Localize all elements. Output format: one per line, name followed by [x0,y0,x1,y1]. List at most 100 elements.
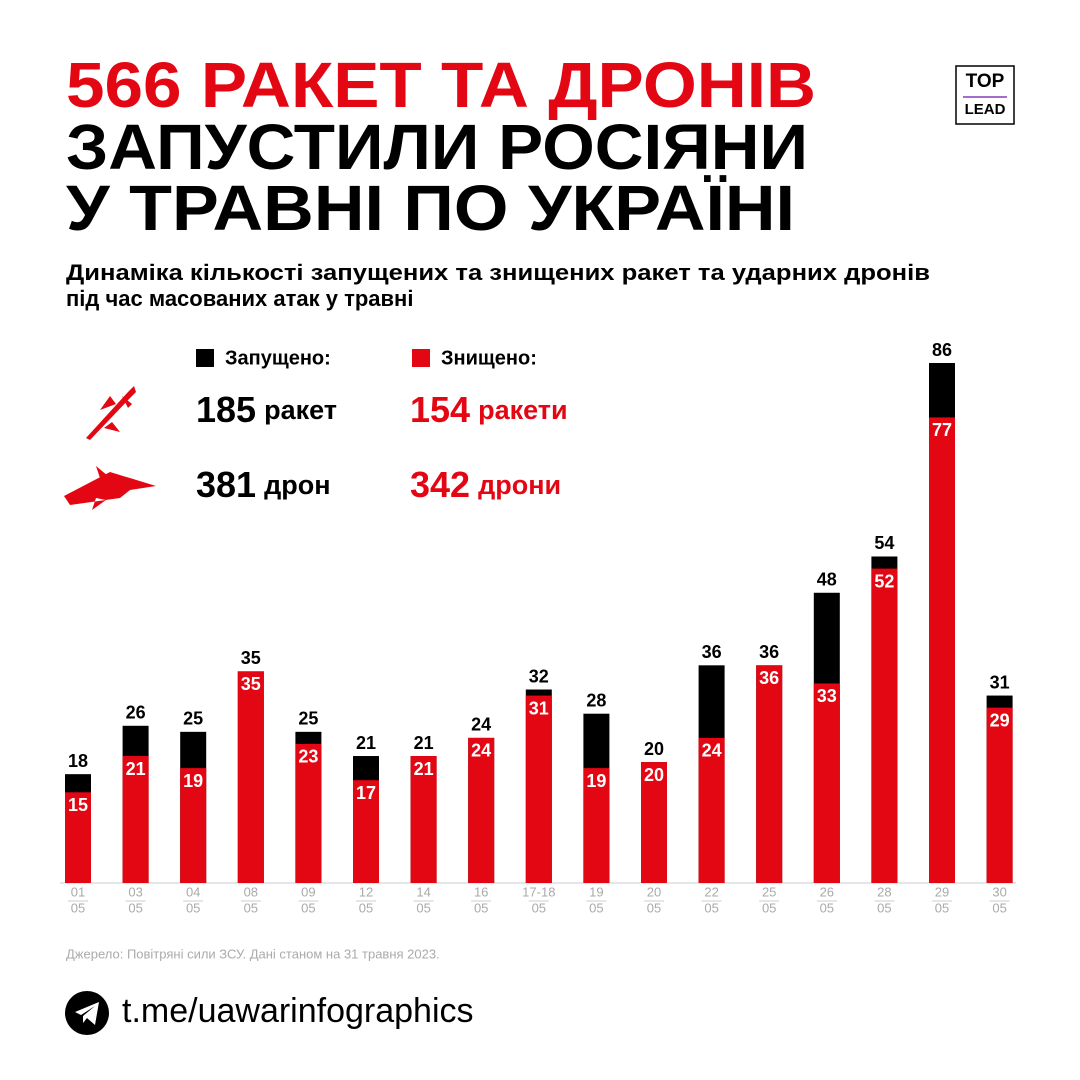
value-label: 86 [932,340,952,360]
value-label: 31 [529,698,549,718]
value-label: 28 [586,690,606,710]
x-tick-label: 05 [416,900,430,915]
bar [237,671,264,883]
bar [65,792,91,883]
legend-swatch [196,349,214,367]
value-label: 20 [644,739,664,759]
legend-label: Запущено: [225,347,331,369]
telegram-icon [65,991,109,1035]
value-label: 21 [126,759,146,779]
value-label: 21 [414,759,434,779]
value-label: 21 [356,733,376,753]
summary-unit: ракети [478,395,568,425]
subtitle-line: під час масованих атак у травні [66,286,413,311]
bar [122,756,149,883]
bar [295,743,322,883]
x-tick-label: 05 [532,900,546,915]
x-tick-label: 01 [71,884,85,899]
x-tick-label: 08 [244,884,258,899]
x-tick-label: 22 [704,884,718,899]
x-tick-label: 05 [647,900,661,915]
bar [871,568,898,883]
x-tick-label: 05 [301,900,315,915]
title-line: ЗАПУСТИЛИ РОСІЯНИ [66,111,808,183]
legend-label: Знищено: [441,347,537,369]
value-label: 35 [241,648,261,668]
value-label: 31 [990,672,1010,692]
value-label: 25 [298,709,318,729]
x-tick-label: 05 [992,900,1006,915]
bar [756,665,783,883]
bar [583,768,610,883]
summary-number: 154 [410,389,470,430]
value-label: 26 [126,703,146,723]
value-label: 52 [874,571,894,591]
logo-text: TOP [966,71,1005,92]
value-label: 24 [702,741,722,761]
bar [986,707,1013,883]
bar [180,768,207,883]
value-label: 21 [414,733,434,753]
value-label: 24 [471,715,491,735]
x-tick-label: 05 [935,900,949,915]
value-label: 29 [990,710,1010,730]
legend-swatch [412,349,430,367]
source: Джерело: Повітряні сили ЗСУ. Дані станом… [66,946,440,961]
value-label: 32 [529,666,549,686]
title-line: У ТРАВНІ ПО УКРАЇНІ [66,172,795,244]
x-tick-label: 05 [474,900,488,915]
summary-number: 185 [196,389,256,430]
summary-number: 342 [410,464,470,505]
x-tick-label: 05 [128,900,142,915]
x-tick-label: 05 [186,900,200,915]
value-label: 23 [298,747,318,767]
drone-icon [64,466,156,510]
x-tick-label: 25 [762,884,776,899]
value-label: 17 [356,783,376,803]
value-label: 25 [183,709,203,729]
value-label: 24 [471,741,491,761]
value-label: 48 [817,570,837,590]
summary-launched: 185 ракет [196,389,337,430]
bar [641,762,667,883]
bar [929,417,955,883]
summary-number: 381 [196,464,256,505]
x-tick-label: 05 [762,900,776,915]
value-label: 35 [241,674,261,694]
summary-destroyed: 342 дрони [410,464,561,505]
logo-frame [955,65,1015,125]
x-tick-label: 05 [244,900,258,915]
value-label: 54 [874,533,894,553]
x-tick-label: 29 [935,884,949,899]
value-label: 19 [183,771,203,791]
bar [353,780,379,883]
x-tick-label: 05 [71,900,85,915]
missile-icon [86,386,136,440]
value-label: 20 [644,765,664,785]
value-label: 18 [68,751,88,771]
x-tick-label: 05 [704,900,718,915]
x-tick-label: 14 [416,884,430,899]
x-tick-label: 05 [589,900,603,915]
subtitle-line: Динаміка кількості запущених та знищених… [66,260,930,285]
x-tick-label: 28 [877,884,891,899]
x-tick-label: 05 [359,900,373,915]
x-tick-label: 05 [820,900,834,915]
bar [410,756,437,883]
logo-text: LEAD [965,101,1006,118]
value-label: 77 [932,420,952,440]
summary-launched: 381 дрон [196,464,331,505]
summary-unit: ракет [264,395,337,425]
x-tick-label: 04 [186,884,200,899]
value-label: 33 [817,686,837,706]
x-tick-label: 17-18 [522,884,555,899]
x-tick-label: 19 [589,884,603,899]
logo: TOP LEAD [955,65,1015,125]
link: t.me/uawarinfographics [122,992,474,1030]
bar [468,737,495,883]
value-label: 19 [586,771,606,791]
x-tick-label: 26 [820,884,834,899]
summary-unit: дрони [478,470,561,500]
value-label: 36 [759,668,779,688]
